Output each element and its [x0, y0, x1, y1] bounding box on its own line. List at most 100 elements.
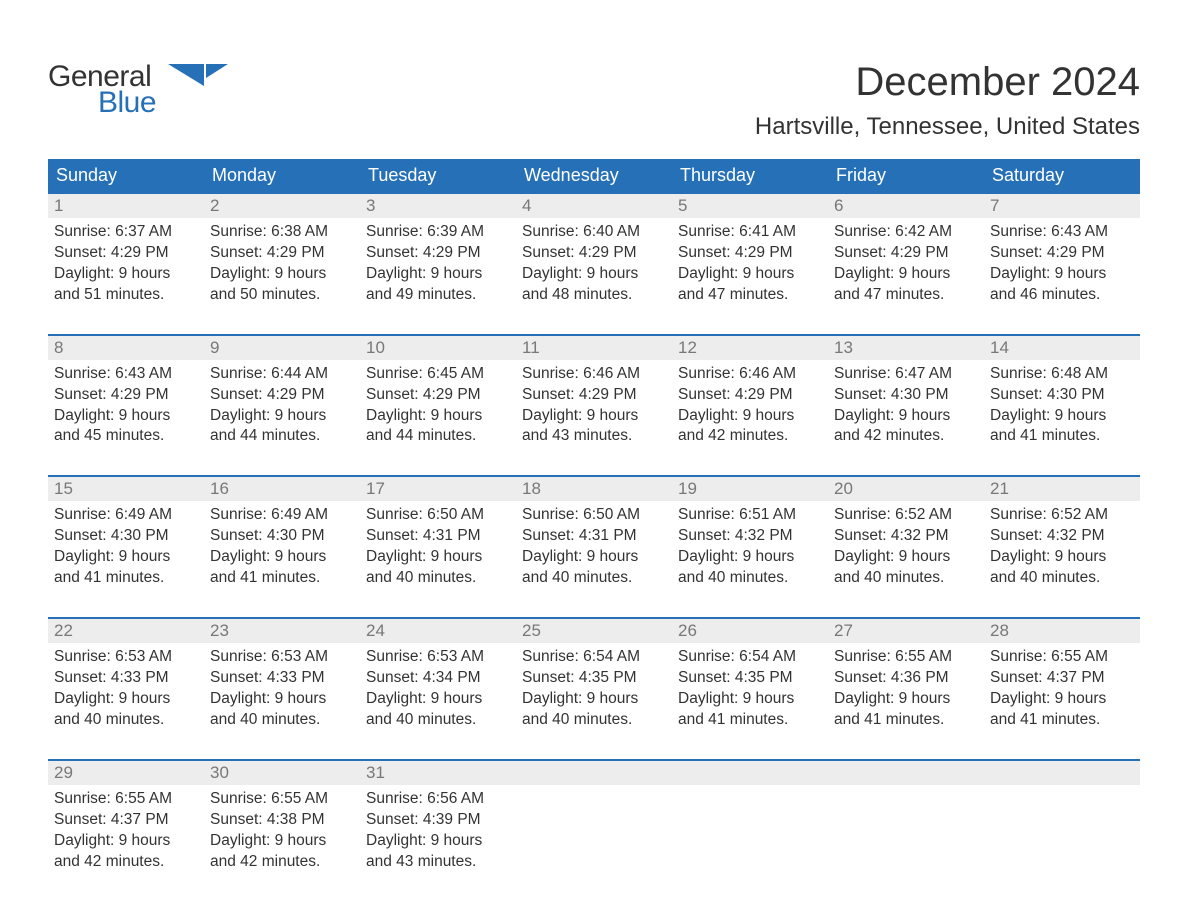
- daylight-line2: and 42 minutes.: [834, 426, 978, 447]
- daylight-line1: Daylight: 9 hours: [210, 264, 354, 285]
- sunrise-text: Sunrise: 6:55 AM: [834, 647, 978, 668]
- sunrise-text: Sunrise: 6:45 AM: [366, 364, 510, 385]
- sunrise-text: Sunrise: 6:37 AM: [54, 222, 198, 243]
- calendar-page: General Blue December 2024 Hartsville, T…: [0, 0, 1188, 918]
- day-number: 11: [516, 335, 672, 360]
- daylight-line1: Daylight: 9 hours: [54, 264, 198, 285]
- day-cell: Sunrise: 6:52 AMSunset: 4:32 PMDaylight:…: [828, 501, 984, 618]
- sunset-text: Sunset: 4:33 PM: [54, 668, 198, 689]
- sunrise-text: Sunrise: 6:39 AM: [366, 222, 510, 243]
- daylight-line1: Daylight: 9 hours: [678, 547, 822, 568]
- daylight-line1: Daylight: 9 hours: [990, 264, 1134, 285]
- day-cell: Sunrise: 6:51 AMSunset: 4:32 PMDaylight:…: [672, 501, 828, 618]
- day-number: 9: [204, 335, 360, 360]
- sunrise-text: Sunrise: 6:40 AM: [522, 222, 666, 243]
- sunset-text: Sunset: 4:29 PM: [210, 243, 354, 264]
- col-sunday: Sunday: [48, 159, 204, 193]
- sunrise-text: Sunrise: 6:49 AM: [54, 505, 198, 526]
- day-cell: Sunrise: 6:39 AMSunset: 4:29 PMDaylight:…: [360, 218, 516, 335]
- daylight-line2: and 45 minutes.: [54, 426, 198, 447]
- sunrise-text: Sunrise: 6:49 AM: [210, 505, 354, 526]
- sunset-text: Sunset: 4:29 PM: [522, 243, 666, 264]
- col-tuesday: Tuesday: [360, 159, 516, 193]
- day-cell: Sunrise: 6:54 AMSunset: 4:35 PMDaylight:…: [516, 643, 672, 760]
- daylight-line2: and 44 minutes.: [210, 426, 354, 447]
- day-number: 10: [360, 335, 516, 360]
- daylight-line2: and 40 minutes.: [366, 568, 510, 589]
- day-cell: Sunrise: 6:44 AMSunset: 4:29 PMDaylight:…: [204, 360, 360, 477]
- daylight-line2: and 47 minutes.: [834, 285, 978, 306]
- day-cell: Sunrise: 6:55 AMSunset: 4:37 PMDaylight:…: [48, 785, 204, 901]
- day-number: 2: [204, 193, 360, 218]
- daylight-line1: Daylight: 9 hours: [678, 406, 822, 427]
- daylight-line2: and 51 minutes.: [54, 285, 198, 306]
- daylight-line2: and 47 minutes.: [678, 285, 822, 306]
- daylight-line1: Daylight: 9 hours: [522, 689, 666, 710]
- day-cell: Sunrise: 6:49 AMSunset: 4:30 PMDaylight:…: [48, 501, 204, 618]
- sunrise-text: Sunrise: 6:47 AM: [834, 364, 978, 385]
- daylight-line2: and 40 minutes.: [522, 710, 666, 731]
- day-number: 7: [984, 193, 1140, 218]
- content-row: Sunrise: 6:43 AMSunset: 4:29 PMDaylight:…: [48, 360, 1140, 477]
- sunset-text: Sunset: 4:29 PM: [678, 385, 822, 406]
- day-cell: Sunrise: 6:55 AMSunset: 4:37 PMDaylight:…: [984, 643, 1140, 760]
- day-cell: Sunrise: 6:50 AMSunset: 4:31 PMDaylight:…: [360, 501, 516, 618]
- sunset-text: Sunset: 4:39 PM: [366, 810, 510, 831]
- empty-daynum: [672, 760, 828, 785]
- daylight-line1: Daylight: 9 hours: [54, 406, 198, 427]
- sunrise-text: Sunrise: 6:53 AM: [210, 647, 354, 668]
- sunset-text: Sunset: 4:29 PM: [522, 385, 666, 406]
- day-cell: Sunrise: 6:37 AMSunset: 4:29 PMDaylight:…: [48, 218, 204, 335]
- sunrise-text: Sunrise: 6:50 AM: [522, 505, 666, 526]
- sunrise-text: Sunrise: 6:54 AM: [522, 647, 666, 668]
- day-number: 25: [516, 618, 672, 643]
- sunset-text: Sunset: 4:35 PM: [678, 668, 822, 689]
- day-number: 17: [360, 476, 516, 501]
- sunrise-text: Sunrise: 6:50 AM: [366, 505, 510, 526]
- day-number: 26: [672, 618, 828, 643]
- daylight-line2: and 49 minutes.: [366, 285, 510, 306]
- daynum-row: 1234567: [48, 193, 1140, 218]
- sunset-text: Sunset: 4:29 PM: [54, 385, 198, 406]
- sunset-text: Sunset: 4:30 PM: [834, 385, 978, 406]
- day-number: 6: [828, 193, 984, 218]
- day-cell: Sunrise: 6:48 AMSunset: 4:30 PMDaylight:…: [984, 360, 1140, 477]
- daylight-line1: Daylight: 9 hours: [210, 547, 354, 568]
- header-row: Sunday Monday Tuesday Wednesday Thursday…: [48, 159, 1140, 193]
- logo-line2: Blue: [98, 86, 156, 120]
- daynum-row: 22232425262728: [48, 618, 1140, 643]
- sunset-text: Sunset: 4:29 PM: [210, 385, 354, 406]
- col-thursday: Thursday: [672, 159, 828, 193]
- sunrise-text: Sunrise: 6:52 AM: [990, 505, 1134, 526]
- day-number: 20: [828, 476, 984, 501]
- sunset-text: Sunset: 4:30 PM: [54, 526, 198, 547]
- day-number: 27: [828, 618, 984, 643]
- day-cell: Sunrise: 6:41 AMSunset: 4:29 PMDaylight:…: [672, 218, 828, 335]
- daylight-line1: Daylight: 9 hours: [54, 689, 198, 710]
- daylight-line1: Daylight: 9 hours: [990, 547, 1134, 568]
- empty-daynum: [984, 760, 1140, 785]
- daynum-row: 15161718192021: [48, 476, 1140, 501]
- col-monday: Monday: [204, 159, 360, 193]
- daylight-line1: Daylight: 9 hours: [54, 547, 198, 568]
- day-cell: Sunrise: 6:55 AMSunset: 4:38 PMDaylight:…: [204, 785, 360, 901]
- day-cell: Sunrise: 6:42 AMSunset: 4:29 PMDaylight:…: [828, 218, 984, 335]
- col-friday: Friday: [828, 159, 984, 193]
- sunrise-text: Sunrise: 6:38 AM: [210, 222, 354, 243]
- daylight-line2: and 44 minutes.: [366, 426, 510, 447]
- calendar-table: Sunday Monday Tuesday Wednesday Thursday…: [48, 159, 1140, 900]
- daylight-line1: Daylight: 9 hours: [834, 547, 978, 568]
- content-row: Sunrise: 6:49 AMSunset: 4:30 PMDaylight:…: [48, 501, 1140, 618]
- sunset-text: Sunset: 4:37 PM: [990, 668, 1134, 689]
- daylight-line2: and 42 minutes.: [678, 426, 822, 447]
- page-subtitle: Hartsville, Tennessee, United States: [48, 113, 1140, 141]
- daylight-line2: and 40 minutes.: [522, 568, 666, 589]
- daylight-line1: Daylight: 9 hours: [522, 406, 666, 427]
- sunset-text: Sunset: 4:37 PM: [54, 810, 198, 831]
- sunset-text: Sunset: 4:31 PM: [522, 526, 666, 547]
- sunrise-text: Sunrise: 6:54 AM: [678, 647, 822, 668]
- sunset-text: Sunset: 4:32 PM: [678, 526, 822, 547]
- empty-cell: [984, 785, 1140, 901]
- daylight-line1: Daylight: 9 hours: [522, 264, 666, 285]
- day-number: 31: [360, 760, 516, 785]
